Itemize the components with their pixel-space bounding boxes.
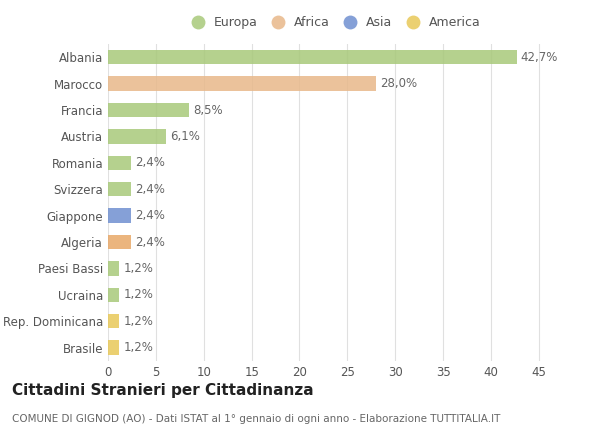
Text: 2,4%: 2,4% [135,209,164,222]
Bar [108,288,119,302]
Bar [108,209,131,223]
Text: 6,1%: 6,1% [170,130,200,143]
Text: 2,4%: 2,4% [135,156,164,169]
Text: 2,4%: 2,4% [135,183,164,196]
Text: COMUNE DI GIGNOD (AO) - Dati ISTAT al 1° gennaio di ogni anno - Elaborazione TUT: COMUNE DI GIGNOD (AO) - Dati ISTAT al 1°… [12,414,500,424]
Bar [108,261,119,275]
Text: 8,5%: 8,5% [193,103,223,117]
Bar [108,235,131,249]
Text: 1,2%: 1,2% [124,315,153,328]
Text: 2,4%: 2,4% [135,235,164,249]
Text: Cittadini Stranieri per Cittadinanza: Cittadini Stranieri per Cittadinanza [12,383,314,398]
Bar [108,182,131,196]
Bar [108,129,166,144]
Bar [108,77,376,91]
Text: 42,7%: 42,7% [521,51,558,64]
Bar [108,341,119,355]
Bar [108,156,131,170]
Text: 1,2%: 1,2% [124,341,153,354]
Legend: Europa, Africa, Asia, America: Europa, Africa, Asia, America [183,13,483,31]
Bar [108,103,190,117]
Text: 1,2%: 1,2% [124,262,153,275]
Bar [108,314,119,328]
Bar [108,50,517,65]
Text: 28,0%: 28,0% [380,77,417,90]
Text: 1,2%: 1,2% [124,288,153,301]
